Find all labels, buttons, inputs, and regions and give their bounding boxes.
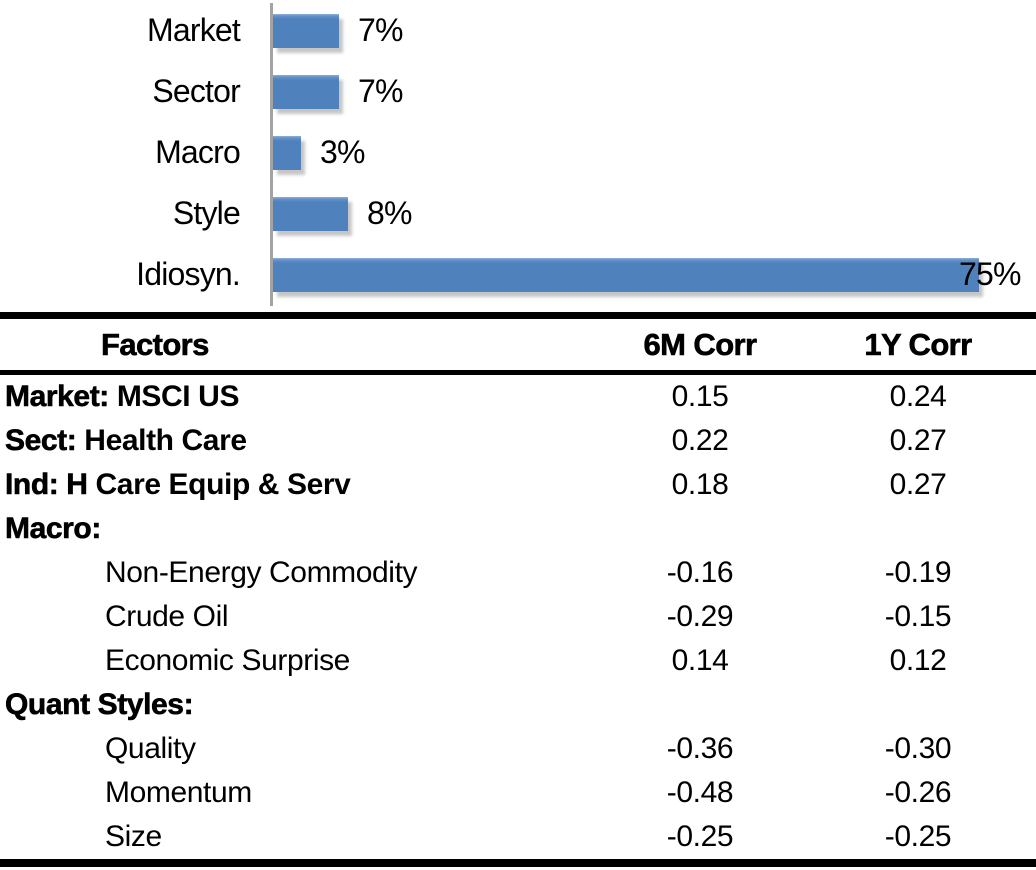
table-row: Macro: xyxy=(0,507,1036,551)
corr-1y-value: 0.27 xyxy=(889,424,947,457)
bar-area: 3% xyxy=(273,122,1036,183)
corr-6m-value: -0.25 xyxy=(666,820,734,853)
bar-area: 8% xyxy=(273,183,1036,244)
factor-cell: Economic Surprise xyxy=(0,644,600,678)
bar-value-label: 75% xyxy=(959,256,1021,292)
chart-vertical-axis xyxy=(270,3,273,306)
bar-category-label: Macro xyxy=(155,134,241,170)
bar-value-label: 3% xyxy=(320,134,365,170)
table-header-row: Factors 6M Corr 1Y Corr xyxy=(0,319,1036,370)
column-header-6m-corr: 6M Corr xyxy=(643,326,757,362)
factor-name: Non-Energy Commodity xyxy=(105,556,418,589)
factor-prefix: Macro: xyxy=(5,512,102,546)
corr-1y-value: -0.15 xyxy=(884,600,952,633)
factor-cell: Size xyxy=(0,820,600,854)
corr-1y-value: -0.25 xyxy=(884,820,952,853)
bar xyxy=(273,13,339,48)
factor-cell: Crude Oil xyxy=(0,600,600,634)
column-header-factors: Factors xyxy=(101,326,210,362)
corr-6m-value: 0.22 xyxy=(671,424,729,457)
corr-6m-value: -0.36 xyxy=(666,732,734,765)
factor-cell: Sect: Health Care xyxy=(0,424,600,458)
table-row: Non-Energy Commodity -0.16 -0.19 xyxy=(0,551,1036,595)
corr-6m-value: 0.18 xyxy=(671,468,729,501)
bar-category-label: Sector xyxy=(152,73,240,109)
bar-value-label: 7% xyxy=(358,73,403,109)
factor-cell: Ind: H Care Equip & Serv xyxy=(0,468,600,502)
factor-prefix: Quant Styles: xyxy=(5,688,194,722)
factor-name: Care Equip & Serv xyxy=(87,468,351,501)
table-row: Ind: H Care Equip & Serv 0.18 0.27 xyxy=(0,463,1036,507)
factor-cell: Macro: xyxy=(0,512,600,546)
table-row: Momentum -0.48 -0.26 xyxy=(0,771,1036,815)
bar-area: 7% xyxy=(273,0,1036,61)
bar-value-label: 7% xyxy=(358,12,403,48)
factor-prefix: Sect: xyxy=(5,424,77,458)
bar-row: Macro 3% xyxy=(0,122,1036,183)
factor-prefix: Ind: H xyxy=(5,468,89,502)
factor-cell: Quant Styles: xyxy=(0,688,600,722)
corr-1y-value: 0.24 xyxy=(889,380,947,413)
bar-value-label: 8% xyxy=(367,195,412,231)
corr-6m-value: -0.29 xyxy=(666,600,734,633)
bar-category-label: Style xyxy=(172,195,241,231)
corr-6m-value: -0.48 xyxy=(666,776,734,809)
corr-6m-value: 0.14 xyxy=(671,644,729,677)
table-row: Quality -0.36 -0.30 xyxy=(0,727,1036,771)
factor-name: Health Care xyxy=(76,424,247,457)
bar-row: Market 7% xyxy=(0,0,1036,61)
bar-row: Sector 7% xyxy=(0,61,1036,122)
bar-row: Idiosyn. 75% xyxy=(0,244,1036,305)
table-row: Crude Oil -0.29 -0.15 xyxy=(0,595,1036,639)
bar-row: Style 8% xyxy=(0,183,1036,244)
corr-6m-value: 0.15 xyxy=(671,380,729,413)
factor-name: MSCI US xyxy=(108,380,240,413)
risk-decomposition-bar-chart: Market 7% Sector 7% Macro 3% Style 8% Id… xyxy=(0,0,1036,312)
factor-name: Crude Oil xyxy=(105,600,229,633)
bar xyxy=(273,257,979,292)
bar-area: 7% xyxy=(273,61,1036,122)
factor-cell: Quality xyxy=(0,732,600,766)
corr-1y-value: 0.12 xyxy=(889,644,947,677)
table-row: Market: MSCI US 0.15 0.24 xyxy=(0,375,1036,419)
table-bottom-border xyxy=(0,859,1036,867)
factor-prefix: Market: xyxy=(5,380,110,414)
corr-1y-value: 0.27 xyxy=(889,468,947,501)
bar xyxy=(273,74,339,109)
corr-6m-value: -0.16 xyxy=(666,556,734,589)
table-body: Market: MSCI US 0.15 0.24 Sect: Health C… xyxy=(0,375,1036,859)
table-row: Quant Styles: xyxy=(0,683,1036,727)
corr-1y-value: -0.19 xyxy=(884,556,952,589)
factor-name: Size xyxy=(105,820,162,853)
column-header-1y-corr: 1Y Corr xyxy=(864,326,972,362)
factor-name: Quality xyxy=(105,732,196,765)
table-header-border xyxy=(0,370,1036,375)
bar xyxy=(273,196,348,231)
factor-cell: Market: MSCI US xyxy=(0,380,600,414)
corr-1y-value: -0.26 xyxy=(884,776,952,809)
bar-category-label: Market xyxy=(147,12,241,48)
factor-cell: Momentum xyxy=(0,776,600,810)
chart-rows: Market 7% Sector 7% Macro 3% Style 8% Id… xyxy=(0,0,1036,305)
factor-name: Economic Surprise xyxy=(105,644,350,677)
table-row: Size -0.25 -0.25 xyxy=(0,815,1036,859)
corr-1y-value: -0.30 xyxy=(884,732,952,765)
table-top-border xyxy=(0,312,1036,319)
factor-cell: Non-Energy Commodity xyxy=(0,556,600,590)
bar-area: 75% xyxy=(273,244,1036,305)
table-row: Economic Surprise 0.14 0.12 xyxy=(0,639,1036,683)
factor-name: Momentum xyxy=(105,776,252,809)
table-row: Sect: Health Care 0.22 0.27 xyxy=(0,419,1036,463)
bar xyxy=(273,135,301,170)
bar-category-label: Idiosyn. xyxy=(136,256,241,292)
